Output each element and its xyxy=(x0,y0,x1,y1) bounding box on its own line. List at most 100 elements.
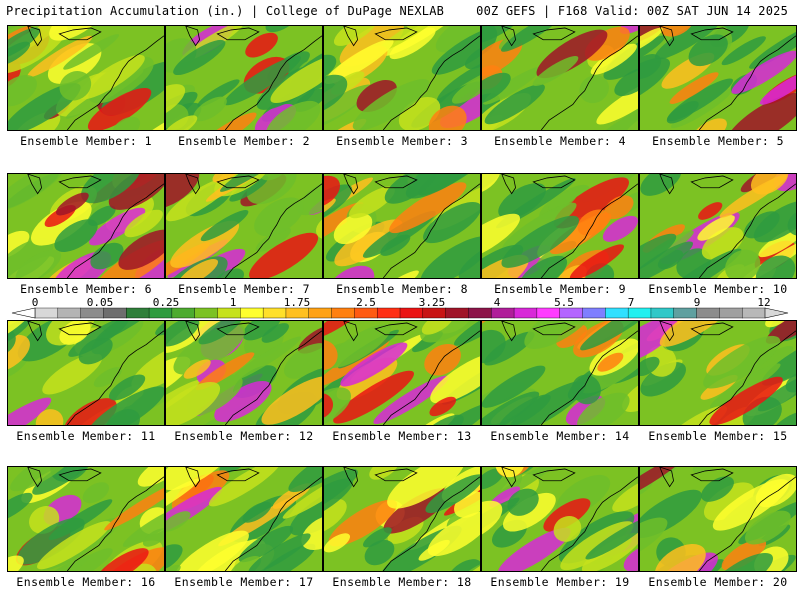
member-map xyxy=(481,173,639,279)
precip-area xyxy=(198,321,243,345)
precip-area xyxy=(326,265,375,278)
precip-area xyxy=(374,270,419,278)
colorbar-swatch xyxy=(194,307,219,319)
precip-area xyxy=(640,321,678,364)
precip-area xyxy=(571,374,601,405)
precip-area xyxy=(692,467,726,474)
precip-area xyxy=(166,321,200,347)
great-lakes-outline xyxy=(501,26,576,47)
precip-area xyxy=(428,105,467,130)
great-lakes-outline xyxy=(185,26,260,47)
colorbar-tick-label: 12 xyxy=(757,296,770,309)
precip-area xyxy=(597,352,624,372)
member-map xyxy=(165,173,323,279)
coastline xyxy=(224,35,322,130)
precip-area xyxy=(166,478,200,523)
precip-area xyxy=(200,210,249,242)
precip-area xyxy=(173,39,226,76)
precip-area xyxy=(640,174,682,196)
precip-area xyxy=(289,485,322,536)
precip-colorbar: 0 0.05 0.25 1 1.75 2.5 3.25 4 5.5 7 9 12 xyxy=(11,296,789,319)
run-valid-time: 00Z GEFS | F168 Valid: 00Z SAT JUN 14 20… xyxy=(476,4,788,18)
precip-area xyxy=(548,190,578,212)
precip-area xyxy=(453,321,480,346)
precip-area xyxy=(59,321,91,345)
precip-area xyxy=(482,174,501,195)
precip-area xyxy=(122,505,164,548)
precip-area xyxy=(197,112,257,130)
colorbar-tick-label: 5.5 xyxy=(554,296,574,309)
precip-area xyxy=(640,27,663,55)
precip-area xyxy=(580,321,638,351)
precip-area xyxy=(13,111,61,130)
coastline xyxy=(540,330,638,425)
precip-area xyxy=(579,75,609,104)
precip-area xyxy=(230,336,302,382)
precip-area xyxy=(30,555,90,571)
precip-area xyxy=(556,324,588,348)
precip-area xyxy=(183,359,211,379)
member-label: Ensemble Member: 16 xyxy=(16,575,156,589)
great-lakes-outline xyxy=(659,26,734,47)
precip-area xyxy=(93,367,122,388)
precip-area xyxy=(324,175,341,209)
precip-area xyxy=(297,178,322,216)
precip-area xyxy=(688,34,728,67)
precip-area xyxy=(178,259,219,278)
precip-area xyxy=(659,26,695,37)
great-lakes-outline xyxy=(185,467,260,488)
precip-area xyxy=(430,352,480,404)
precip-area xyxy=(719,174,787,218)
precip-area xyxy=(482,500,503,542)
precip-area xyxy=(96,548,149,571)
precip-area xyxy=(369,467,399,480)
member-label: Ensemble Member: 9 xyxy=(494,282,626,296)
precip-area xyxy=(259,174,289,181)
coastline xyxy=(698,183,796,278)
great-lakes-outline xyxy=(501,467,576,488)
precip-area xyxy=(640,467,687,504)
precip-area xyxy=(173,324,246,375)
precip-area xyxy=(498,183,546,219)
precip-area xyxy=(301,515,322,551)
colorbar-swatch xyxy=(376,307,401,319)
precip-area xyxy=(8,174,67,211)
precip-area xyxy=(37,521,111,570)
precip-area xyxy=(324,184,353,226)
precip-area xyxy=(324,84,373,130)
precip-area xyxy=(137,467,164,487)
precip-area xyxy=(118,229,164,270)
coastline xyxy=(382,183,480,278)
precip-area xyxy=(166,467,233,491)
great-lakes-outline xyxy=(343,467,418,488)
member-label: Ensemble Member: 1 xyxy=(20,134,152,148)
great-lakes-outline xyxy=(659,321,734,342)
member-map xyxy=(639,320,797,426)
great-lakes-outline xyxy=(27,174,102,195)
precip-area xyxy=(55,192,89,216)
precip-area xyxy=(669,72,719,104)
precip-area xyxy=(8,27,41,60)
coastline xyxy=(66,476,164,571)
precip-area xyxy=(602,215,638,242)
colorbar-tick-label: 0.05 xyxy=(87,296,114,309)
precip-area xyxy=(166,115,198,130)
member-label: Ensemble Member: 4 xyxy=(494,134,626,148)
precip-area xyxy=(257,543,316,571)
precip-area xyxy=(261,323,289,343)
precip-area xyxy=(482,213,520,262)
precip-area xyxy=(659,321,733,347)
colorbar-swatch xyxy=(240,307,264,319)
precip-area xyxy=(614,67,638,97)
precip-area xyxy=(64,398,117,425)
colorbar-swatch xyxy=(80,307,104,319)
member-map xyxy=(639,466,797,572)
precip-area xyxy=(142,528,164,547)
precip-area xyxy=(282,467,322,519)
precip-area xyxy=(380,234,411,256)
precip-area xyxy=(333,213,373,245)
precip-area xyxy=(166,174,200,210)
precip-area xyxy=(166,564,181,571)
precip-area xyxy=(220,174,298,192)
precip-area xyxy=(35,409,64,425)
